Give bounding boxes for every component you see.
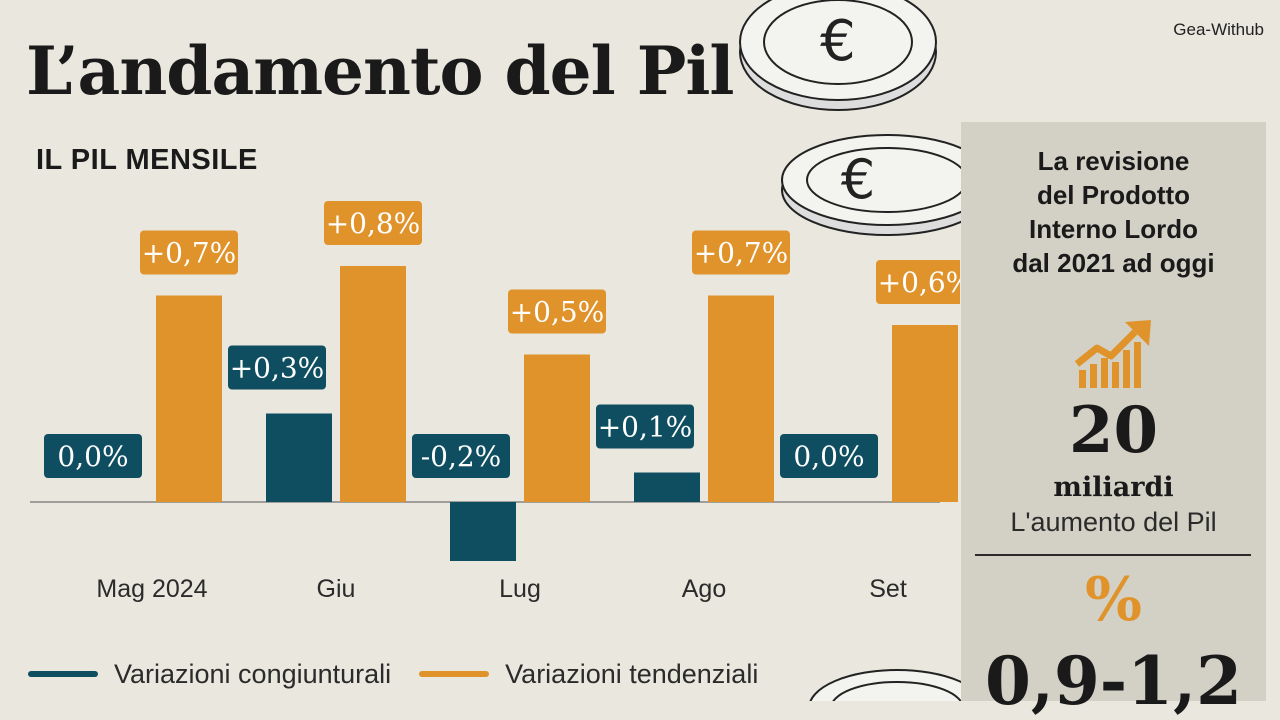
x-tick-label: Ago — [682, 575, 726, 603]
data-label: +0,1% — [598, 411, 693, 444]
revision-caption: L'aumento del Pil — [1010, 507, 1217, 537]
svg-text:€: € — [841, 148, 875, 211]
revision-panel: La revisione del Prodotto Interno Lordo … — [961, 122, 1266, 714]
x-tick-label: Lug — [499, 575, 541, 603]
legend-swatch-congiunturali — [28, 671, 98, 677]
page-title: L’andamento del Pil — [26, 32, 734, 110]
revision-title: La revisione del Prodotto Interno Lordo … — [961, 144, 1266, 280]
data-label: -0,2% — [421, 440, 502, 473]
data-label: 0,0% — [793, 440, 864, 473]
data-label: +0,5% — [510, 296, 605, 329]
legend-swatch-tendenziali — [419, 671, 490, 677]
bar — [892, 325, 958, 502]
bar — [634, 472, 700, 502]
revision-percent-range: 0,9-1,2 — [984, 642, 1243, 720]
data-label-box — [44, 434, 142, 478]
bar — [266, 413, 332, 502]
data-label-box — [596, 404, 694, 449]
bar — [708, 295, 774, 502]
data-label: +0,6% — [878, 266, 960, 299]
data-label: 0,0% — [57, 440, 128, 473]
data-label-box — [228, 345, 326, 390]
data-label-box — [876, 260, 960, 304]
revision-title-line: La revisione — [1037, 146, 1190, 176]
legend-item-congiunturali: Variazioni congiunturali — [28, 659, 391, 690]
divider — [975, 554, 1251, 556]
data-label-box — [412, 434, 510, 478]
revision-title-line: Interno Lordo — [1029, 214, 1198, 244]
legend-label-tendenziali: Variazioni tendenziali — [505, 658, 759, 689]
euro-coin-icon — [809, 669, 985, 701]
data-label: +0,8% — [326, 207, 421, 240]
bar — [156, 295, 222, 502]
bar — [450, 502, 516, 561]
revision-unit: miliardi — [1053, 472, 1174, 503]
x-tick-label: Set — [869, 575, 907, 603]
bar — [340, 266, 406, 502]
legend-item-tendenziali: Variazioni tendenziali — [419, 659, 758, 690]
revision-title-line: del Prodotto — [1036, 180, 1191, 210]
svg-text:€: € — [820, 9, 856, 74]
growth-chart-icon — [1074, 320, 1151, 388]
x-tick-label: Giu — [317, 575, 356, 603]
data-label-box — [508, 289, 606, 334]
data-label-box — [692, 230, 790, 275]
data-label-box — [140, 230, 238, 275]
percent-icon: % — [1084, 565, 1142, 635]
bar — [524, 354, 590, 502]
revision-title-line: dal 2021 ad oggi — [1012, 248, 1215, 278]
data-label: +0,7% — [694, 237, 789, 270]
chart-legend: Variazioni congiunturali Variazioni tend… — [28, 656, 786, 692]
x-tick-label: Mag 2024 — [96, 575, 207, 603]
euro-coin-icon: € — [739, 0, 937, 111]
data-label: +0,3% — [230, 352, 325, 385]
source-credit: Gea-Withub — [1173, 20, 1264, 39]
euro-coin-icon: € — [781, 134, 993, 236]
chart-subtitle: IL PIL MENSILE — [36, 144, 258, 176]
revision-amount: 20 — [1068, 393, 1159, 468]
data-label-box — [324, 201, 422, 245]
bar-chart: Mag 2024 0,0% +0,7% Giu +0,3% +0,8% Lug -0,2% +0… — [30, 201, 960, 603]
data-label-box — [780, 434, 878, 478]
data-label: +0,7% — [142, 237, 237, 270]
legend-label-congiunturali: Variazioni congiunturali — [114, 658, 392, 689]
